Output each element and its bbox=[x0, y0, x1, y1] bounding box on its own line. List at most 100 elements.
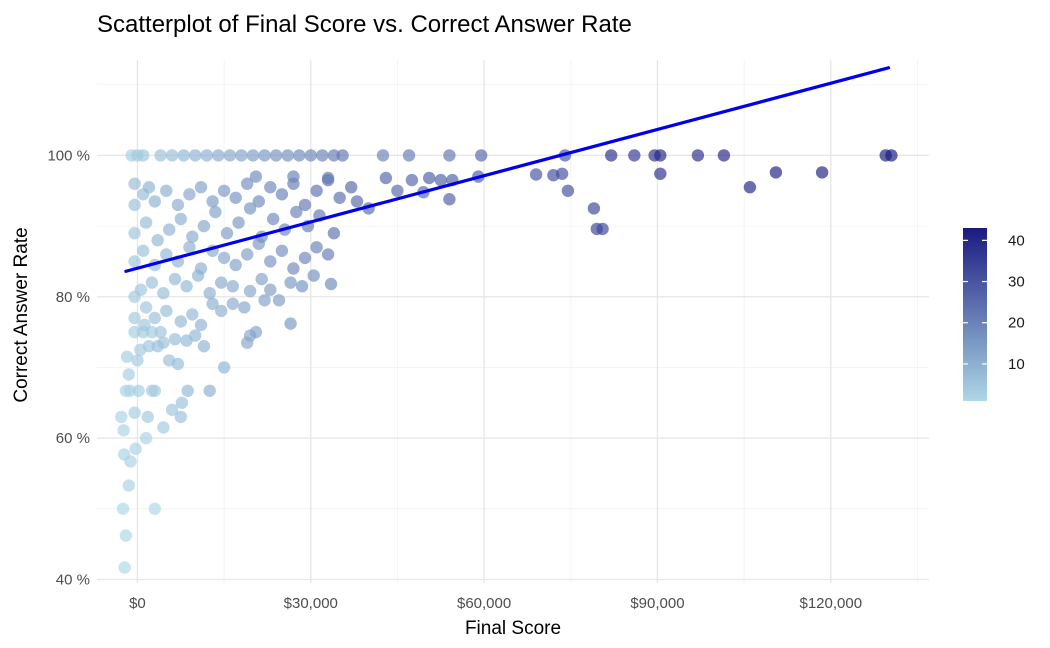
y-tick-label: 60 % bbox=[56, 430, 90, 447]
data-point bbox=[298, 198, 312, 212]
data-point bbox=[129, 442, 142, 455]
y-tick-label: 40 % bbox=[56, 571, 90, 588]
data-point bbox=[194, 318, 208, 332]
data-point bbox=[229, 191, 242, 204]
data-point bbox=[142, 181, 156, 194]
y-axis-ticks: 40 % 60 % 80 % 100 % bbox=[47, 147, 90, 588]
data-point bbox=[391, 184, 404, 197]
data-point bbox=[122, 368, 135, 381]
data-point bbox=[226, 280, 239, 293]
data-point bbox=[197, 219, 211, 233]
data-point bbox=[284, 276, 297, 289]
legend-tick-label: 20 bbox=[1008, 315, 1025, 332]
trend-line bbox=[124, 66, 891, 273]
x-tick-label: $0 bbox=[129, 595, 146, 612]
data-point bbox=[203, 287, 216, 300]
legend-tick-label: 30 bbox=[1008, 274, 1025, 291]
color-legend-bar bbox=[963, 228, 987, 401]
data-point bbox=[379, 171, 393, 185]
data-point bbox=[217, 251, 231, 265]
data-point bbox=[324, 277, 338, 291]
data-point bbox=[269, 149, 283, 162]
y-axis-title: Correct Answer Rate bbox=[11, 227, 32, 402]
color-legend-ticks: 10 20 30 40 bbox=[963, 232, 1025, 373]
data-point bbox=[128, 325, 141, 339]
data-point bbox=[475, 149, 488, 162]
data-point bbox=[561, 184, 575, 197]
data-point bbox=[275, 188, 289, 201]
data-point bbox=[134, 283, 148, 296]
data-point bbox=[235, 149, 248, 162]
data-point bbox=[157, 421, 170, 434]
data-points bbox=[115, 149, 898, 574]
data-point bbox=[275, 244, 289, 257]
data-point bbox=[226, 297, 239, 310]
data-point bbox=[145, 276, 159, 289]
legend-tick-label: 40 bbox=[1008, 232, 1025, 249]
x-tick-label: $30,000 bbox=[284, 595, 338, 612]
data-point bbox=[128, 198, 141, 212]
data-point bbox=[160, 184, 173, 197]
data-point bbox=[717, 149, 731, 162]
data-point bbox=[139, 431, 153, 445]
data-point bbox=[160, 248, 173, 261]
data-point bbox=[141, 410, 154, 424]
data-point bbox=[138, 318, 151, 332]
data-point bbox=[128, 311, 141, 325]
data-point bbox=[327, 227, 341, 240]
data-point bbox=[151, 234, 164, 247]
data-point bbox=[304, 149, 317, 162]
data-point bbox=[117, 424, 130, 437]
data-point bbox=[350, 195, 364, 208]
color-legend: 10 20 30 40 bbox=[963, 228, 1025, 401]
data-point bbox=[310, 241, 323, 254]
data-point bbox=[298, 251, 312, 265]
data-point bbox=[183, 241, 196, 254]
data-point bbox=[122, 479, 135, 492]
data-point bbox=[249, 325, 263, 339]
data-point bbox=[529, 168, 543, 181]
data-point bbox=[120, 350, 134, 363]
data-point bbox=[128, 177, 141, 190]
data-point bbox=[307, 269, 320, 282]
data-point bbox=[743, 181, 757, 194]
data-point bbox=[293, 149, 306, 162]
data-point bbox=[246, 149, 260, 162]
data-point bbox=[189, 329, 202, 342]
chart-title: Scatterplot of Final Score vs. Correct A… bbox=[97, 11, 632, 38]
data-point bbox=[310, 184, 323, 197]
data-point bbox=[203, 384, 216, 397]
data-point bbox=[281, 149, 294, 162]
data-point bbox=[241, 248, 254, 261]
data-point bbox=[137, 244, 150, 257]
y-tick-label: 100 % bbox=[47, 147, 90, 164]
data-point bbox=[215, 276, 228, 289]
data-point bbox=[115, 410, 128, 424]
data-point bbox=[168, 333, 182, 346]
data-point bbox=[336, 149, 349, 162]
data-point bbox=[258, 294, 271, 307]
data-point bbox=[243, 202, 257, 215]
data-point bbox=[555, 167, 569, 180]
data-point bbox=[186, 308, 199, 321]
major-gridlines bbox=[97, 60, 929, 583]
data-point bbox=[241, 177, 254, 190]
data-point bbox=[691, 149, 705, 162]
data-point bbox=[290, 205, 303, 219]
x-tick-label: $120,000 bbox=[799, 595, 862, 612]
data-point bbox=[272, 294, 286, 307]
data-point bbox=[168, 272, 182, 286]
data-point bbox=[229, 258, 242, 272]
data-point bbox=[197, 340, 211, 353]
data-point bbox=[217, 361, 231, 374]
data-point bbox=[654, 167, 667, 180]
data-point bbox=[200, 149, 213, 162]
data-point bbox=[128, 406, 141, 419]
data-point bbox=[287, 170, 300, 183]
data-point bbox=[154, 149, 167, 162]
data-point bbox=[189, 149, 202, 162]
data-point bbox=[255, 272, 268, 286]
data-point bbox=[148, 502, 161, 515]
data-point bbox=[148, 384, 161, 397]
